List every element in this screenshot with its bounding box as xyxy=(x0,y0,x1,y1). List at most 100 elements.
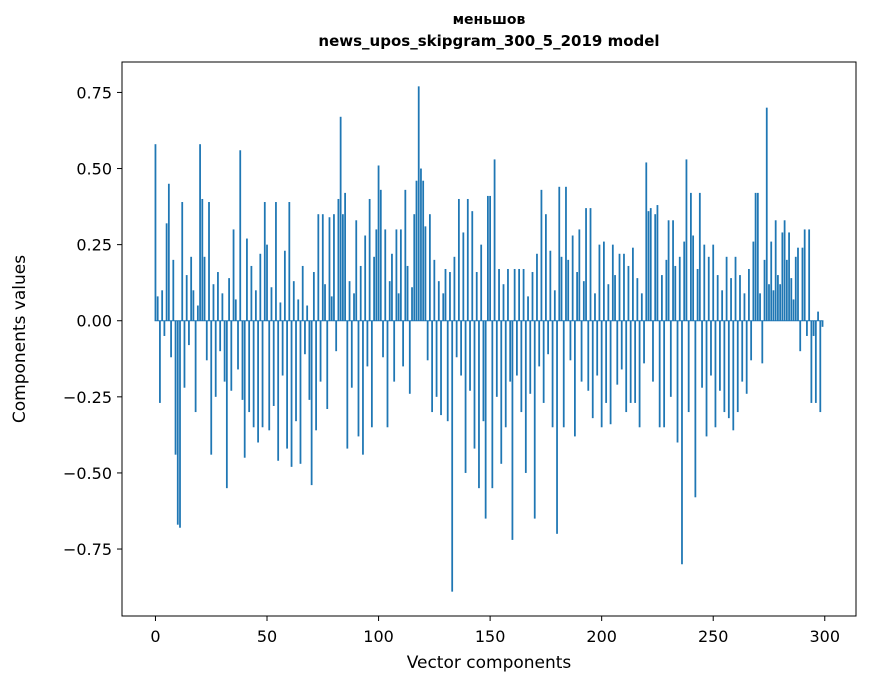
bar xyxy=(538,320,541,367)
bar xyxy=(765,107,768,321)
bar xyxy=(556,320,558,534)
bar xyxy=(694,320,697,498)
bar xyxy=(362,320,364,455)
bar xyxy=(464,320,467,473)
bar xyxy=(620,320,623,370)
bar xyxy=(295,320,297,422)
bar xyxy=(578,229,581,321)
bar xyxy=(324,284,326,321)
bar xyxy=(277,320,280,461)
bar xyxy=(388,281,391,321)
bar xyxy=(636,278,639,321)
bar xyxy=(395,229,398,321)
bar xyxy=(208,202,210,321)
bar xyxy=(196,305,199,321)
bar xyxy=(685,159,688,321)
bar xyxy=(433,259,436,321)
bar xyxy=(466,198,469,321)
bar xyxy=(721,290,724,321)
chart-title-word: меньшов xyxy=(452,12,526,28)
bar xyxy=(159,320,161,403)
bar xyxy=(652,320,654,382)
bar xyxy=(301,265,304,321)
bar xyxy=(290,320,293,467)
bar xyxy=(420,168,422,321)
bar xyxy=(516,320,518,376)
bar xyxy=(272,320,275,406)
bar xyxy=(723,320,726,413)
bar xyxy=(270,287,273,321)
bar xyxy=(449,272,451,321)
bar xyxy=(732,320,735,431)
bar xyxy=(520,320,523,413)
bar xyxy=(237,320,239,370)
bar xyxy=(422,180,425,321)
bar xyxy=(404,189,407,321)
bar xyxy=(167,183,170,321)
bar xyxy=(310,320,313,486)
x-axis-label: Vector components xyxy=(406,653,572,673)
bar xyxy=(649,208,652,321)
bar xyxy=(161,290,164,321)
bar xyxy=(814,320,817,403)
bar xyxy=(415,180,418,321)
bar xyxy=(663,320,666,428)
x-tick-label: 0 xyxy=(150,627,160,646)
bar xyxy=(179,320,181,528)
bar xyxy=(571,235,574,321)
bar xyxy=(504,320,507,428)
bar xyxy=(638,320,641,428)
bar xyxy=(411,287,413,321)
bar xyxy=(453,256,456,321)
bar xyxy=(241,320,244,400)
bar xyxy=(687,320,690,413)
bar xyxy=(736,320,739,413)
bar xyxy=(498,268,500,321)
bar xyxy=(707,256,710,321)
bar xyxy=(221,293,224,321)
bar xyxy=(174,320,177,455)
bar xyxy=(205,320,208,361)
bar-series xyxy=(154,86,824,592)
bar xyxy=(589,208,592,321)
bar xyxy=(799,320,802,352)
axes-frame xyxy=(121,61,857,617)
bar xyxy=(763,259,766,321)
bar xyxy=(553,290,556,321)
bar xyxy=(803,229,806,321)
bar xyxy=(603,241,605,321)
bar xyxy=(248,320,251,413)
bar xyxy=(330,296,333,321)
bar xyxy=(286,320,288,449)
bar xyxy=(246,238,248,321)
bar xyxy=(645,162,648,321)
bar xyxy=(321,214,324,321)
bar xyxy=(348,281,351,321)
bar xyxy=(821,320,824,327)
bar xyxy=(569,320,572,361)
bar xyxy=(471,211,474,321)
bar xyxy=(634,320,637,403)
bar xyxy=(281,320,284,376)
bar xyxy=(790,278,793,321)
bar xyxy=(812,320,815,336)
chart-title-model: news_upos_skipgram_300_5_2019 model xyxy=(318,32,660,50)
bar xyxy=(522,268,525,321)
bar xyxy=(192,290,195,321)
bar xyxy=(382,320,384,358)
bar xyxy=(254,290,257,321)
bar xyxy=(384,229,387,321)
bar xyxy=(292,281,295,321)
bar xyxy=(297,299,300,321)
bar xyxy=(580,320,583,382)
bar xyxy=(346,320,349,449)
bar xyxy=(339,116,342,321)
bar xyxy=(727,320,730,419)
bar xyxy=(598,244,601,321)
bar xyxy=(565,186,567,321)
bar xyxy=(375,229,378,321)
bar xyxy=(424,226,427,321)
bar xyxy=(319,320,322,382)
bar xyxy=(683,241,686,321)
bar xyxy=(785,259,788,321)
